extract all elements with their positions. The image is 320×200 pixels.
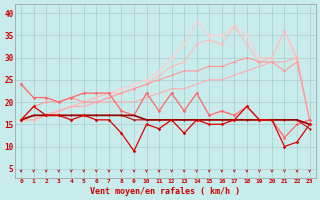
X-axis label: Vent moyen/en rafales ( km/h ): Vent moyen/en rafales ( km/h ) bbox=[90, 187, 240, 196]
